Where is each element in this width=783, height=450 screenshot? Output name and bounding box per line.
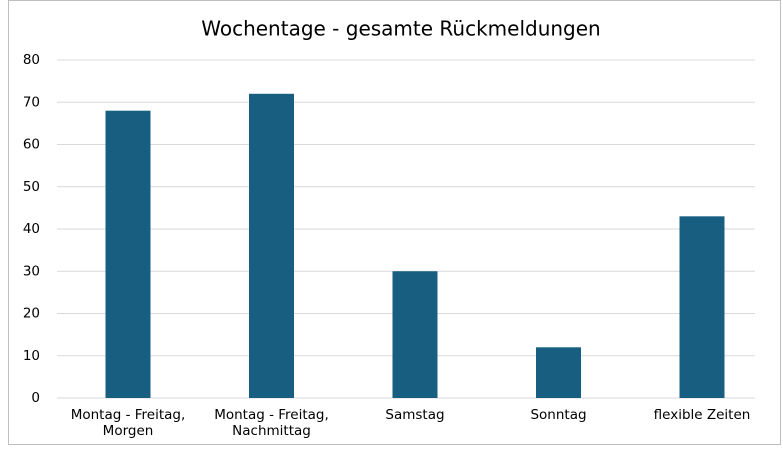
x-tick-label: Montag - Freitag, Nachmittag [214, 407, 329, 439]
bar [392, 271, 438, 398]
x-tick-label: Samstag [385, 407, 444, 423]
bar [249, 93, 294, 399]
y-tick-label: 60 [23, 137, 40, 153]
x-tick-label: flexible Zeiten [654, 407, 751, 423]
y-tick-label: 10 [23, 348, 40, 364]
y-tick-label: 80 [23, 52, 40, 68]
y-tick-label: 70 [23, 94, 40, 110]
bar [105, 110, 151, 398]
x-tick-label: Sonntag [530, 407, 586, 423]
y-tick-label: 50 [23, 179, 40, 195]
y-tick-label: 30 [23, 263, 40, 279]
chart-title: Wochentage - gesamte Rückmeldungen [201, 17, 601, 41]
y-tick-label: 0 [31, 390, 40, 406]
y-tick-label: 20 [23, 306, 40, 322]
bar [679, 216, 725, 398]
y-tick-label: 40 [23, 221, 40, 237]
bar [536, 347, 581, 398]
x-tick-label: Montag - Freitag, Morgen [71, 407, 186, 439]
